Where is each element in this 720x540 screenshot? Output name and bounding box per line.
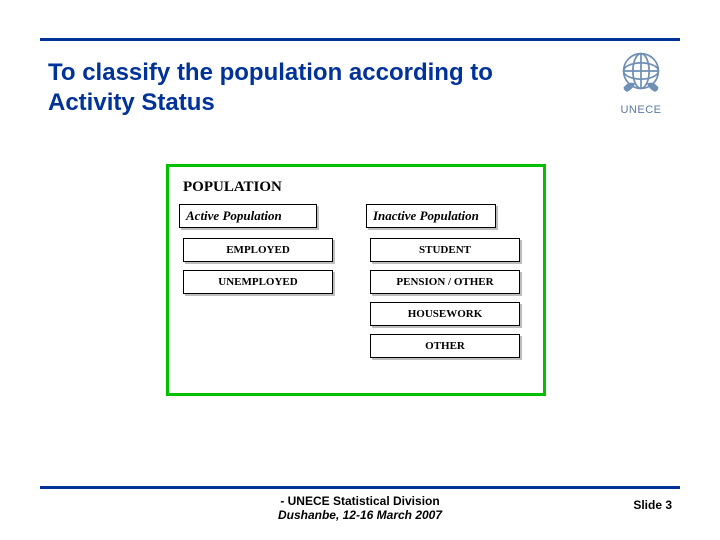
category-box: HOUSEWORK	[370, 302, 520, 326]
logo-label: UNECE	[620, 104, 661, 116]
category-box: STUDENT	[370, 238, 520, 262]
inactive-header: Inactive Population	[366, 204, 496, 228]
inactive-column: Inactive Population STUDENT PENSION / OT…	[366, 204, 533, 366]
category-box: EMPLOYED	[183, 238, 333, 262]
diagram-columns: Active Population EMPLOYED UNEMPLOYED In…	[179, 204, 533, 366]
category-box: OTHER	[370, 334, 520, 358]
active-column: Active Population EMPLOYED UNEMPLOYED	[179, 204, 346, 366]
category-box: PENSION / OTHER	[370, 270, 520, 294]
footer: - UNECE Statistical Division Dushanbe, 1…	[0, 494, 720, 522]
population-diagram: POPULATION Active Population EMPLOYED UN…	[166, 164, 546, 396]
slide-number: Slide 3	[633, 498, 672, 512]
active-header: Active Population	[179, 204, 317, 228]
footer-location-date: Dushanbe, 12-16 March 2007	[0, 508, 720, 522]
footer-org: - UNECE Statistical Division	[0, 494, 720, 508]
bottom-divider	[40, 486, 680, 489]
unece-logo: UNECE	[602, 42, 680, 124]
top-divider	[40, 38, 680, 41]
un-emblem-icon	[612, 42, 670, 100]
category-box: UNEMPLOYED	[183, 270, 333, 294]
slide: UNECE To classify the population accordi…	[0, 0, 720, 540]
slide-title: To classify the population according to …	[48, 58, 568, 118]
diagram-heading: POPULATION	[183, 179, 533, 196]
